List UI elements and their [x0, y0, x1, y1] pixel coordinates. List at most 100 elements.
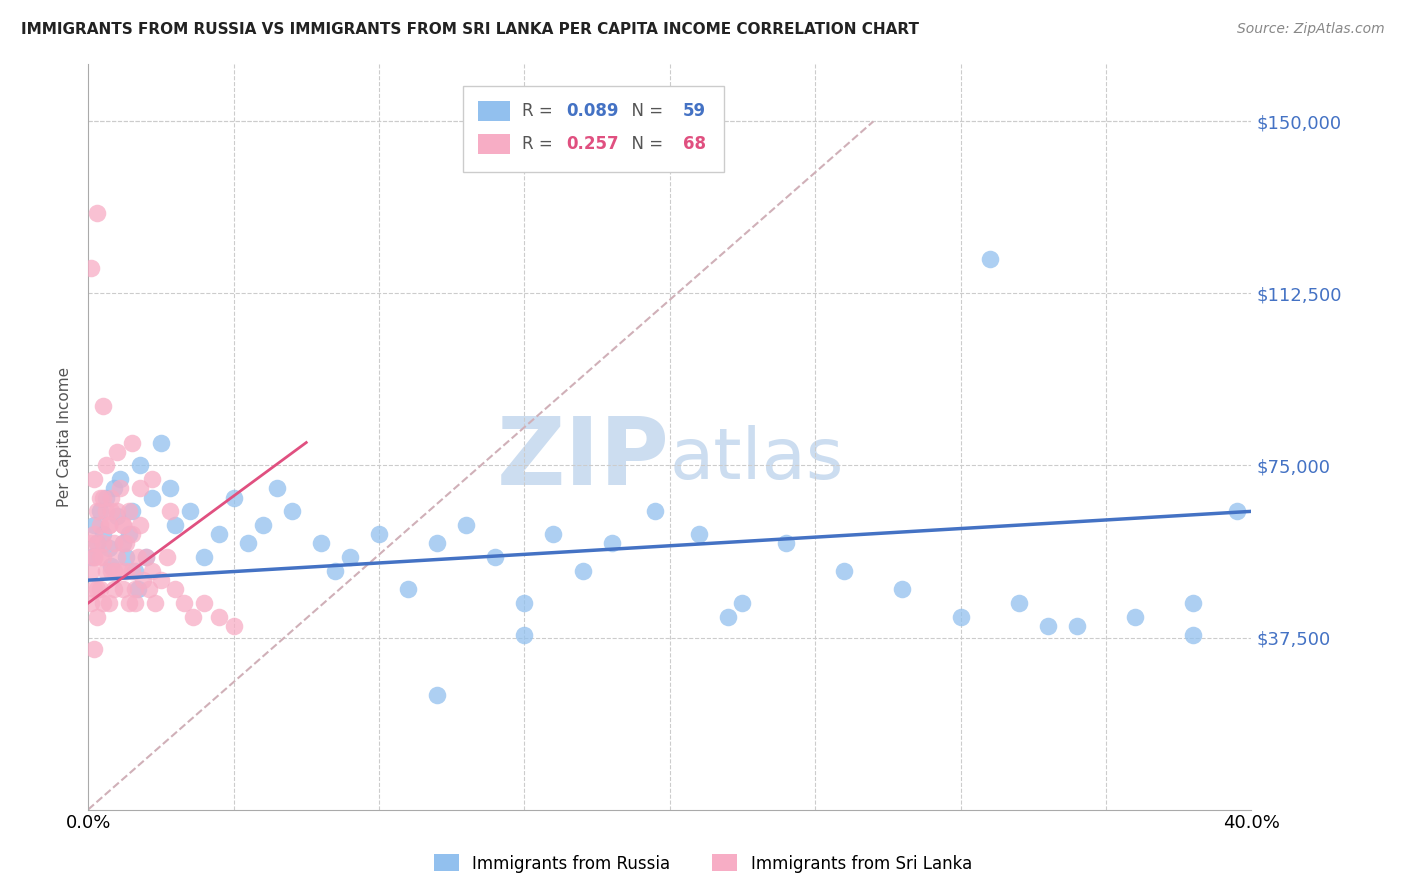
Point: [1066, 619, 1088, 633]
Point: [396, 582, 419, 597]
Point: [83, 527, 105, 541]
Point: [513, 596, 536, 610]
Point: [222, 491, 245, 505]
Point: [135, 550, 157, 565]
Point: [252, 518, 274, 533]
Point: [1123, 610, 1146, 624]
Text: R =: R =: [522, 135, 558, 153]
Point: [165, 518, 187, 533]
Point: [156, 550, 179, 565]
Point: [97, 596, 120, 610]
Point: [105, 444, 128, 458]
Point: [108, 472, 131, 486]
Point: [118, 504, 141, 518]
Point: [112, 536, 135, 550]
Text: Source: ZipAtlas.com: Source: ZipAtlas.com: [1237, 22, 1385, 37]
Point: [112, 518, 135, 533]
Point: [112, 582, 135, 597]
Legend: Immigrants from Russia, Immigrants from Sri Lanka: Immigrants from Russia, Immigrants from …: [427, 847, 979, 880]
Point: [368, 527, 391, 541]
Point: [426, 688, 449, 702]
Point: [138, 582, 160, 597]
Point: [100, 559, 122, 574]
Point: [103, 564, 125, 578]
Point: [80, 564, 103, 578]
Point: [135, 550, 157, 565]
Point: [105, 550, 128, 565]
Point: [124, 596, 146, 610]
Text: atlas: atlas: [669, 425, 844, 493]
Point: [103, 536, 125, 550]
Point: [105, 508, 128, 523]
Point: [97, 518, 120, 533]
Point: [80, 261, 103, 276]
Point: [124, 564, 146, 578]
Point: [115, 564, 138, 578]
Point: [891, 582, 914, 597]
Text: R =: R =: [522, 102, 558, 120]
Point: [193, 596, 215, 610]
Point: [141, 491, 163, 505]
Point: [80, 596, 103, 610]
Point: [600, 536, 623, 550]
Point: [644, 504, 666, 518]
Point: [165, 582, 187, 597]
Text: IMMIGRANTS FROM RUSSIA VS IMMIGRANTS FROM SRI LANKA PER CAPITA INCOME CORRELATIO: IMMIGRANTS FROM RUSSIA VS IMMIGRANTS FRO…: [21, 22, 920, 37]
Point: [115, 536, 138, 550]
Point: [94, 491, 117, 505]
Text: 0.257: 0.257: [567, 135, 619, 153]
Point: [91, 527, 114, 541]
Point: [83, 582, 105, 597]
Point: [91, 536, 114, 550]
Point: [100, 504, 122, 518]
Point: [309, 536, 332, 550]
Point: [280, 504, 302, 518]
Point: [121, 564, 143, 578]
Point: [236, 536, 259, 550]
Y-axis label: Per Capita Income: Per Capita Income: [58, 367, 72, 507]
Point: [118, 596, 141, 610]
Point: [94, 458, 117, 473]
Point: [105, 504, 128, 518]
Point: [339, 550, 361, 565]
Point: [121, 435, 143, 450]
Point: [266, 482, 288, 496]
Point: [979, 252, 1001, 266]
Point: [173, 596, 195, 610]
Point: [543, 527, 565, 541]
Point: [127, 582, 149, 597]
FancyBboxPatch shape: [463, 87, 724, 172]
Point: [89, 504, 111, 518]
Point: [181, 610, 204, 624]
Point: [141, 472, 163, 486]
Point: [112, 536, 135, 550]
Point: [89, 518, 111, 533]
Point: [103, 482, 125, 496]
Point: [100, 491, 122, 505]
Point: [132, 573, 155, 587]
Point: [91, 596, 114, 610]
Point: [325, 564, 347, 578]
Point: [108, 482, 131, 496]
Point: [83, 472, 105, 486]
Point: [1036, 619, 1059, 633]
Point: [86, 582, 108, 597]
Point: [100, 564, 122, 578]
Point: [89, 491, 111, 505]
Point: [571, 564, 593, 578]
Point: [143, 596, 166, 610]
Point: [118, 527, 141, 541]
Point: [83, 518, 105, 533]
FancyBboxPatch shape: [478, 134, 510, 153]
Point: [83, 550, 105, 565]
Point: [1008, 596, 1031, 610]
Point: [89, 550, 111, 565]
Point: [484, 550, 506, 565]
Point: [717, 610, 740, 624]
Point: [208, 527, 231, 541]
Point: [86, 536, 108, 550]
Point: [426, 536, 449, 550]
Point: [141, 564, 163, 578]
Point: [91, 550, 114, 565]
Point: [1182, 628, 1205, 642]
